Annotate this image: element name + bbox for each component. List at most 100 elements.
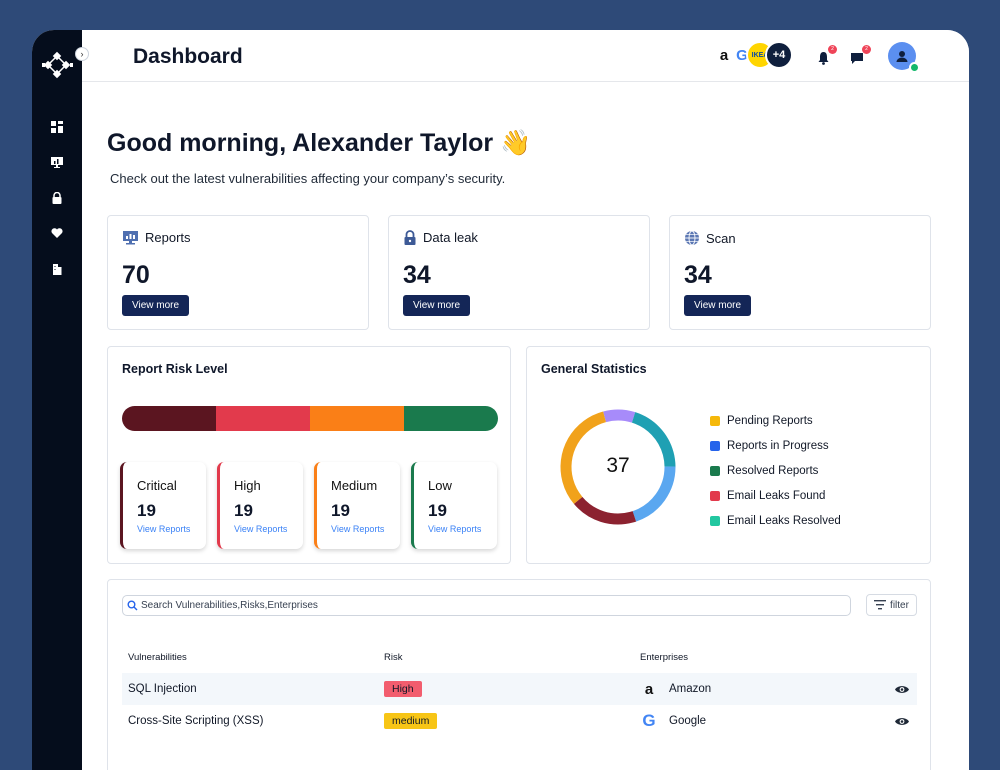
risk-badge: medium bbox=[384, 713, 438, 729]
risk-value: 19 bbox=[234, 501, 253, 520]
risk-card-critical: Critical 19 View Reports bbox=[120, 462, 206, 549]
risk-bar-segment bbox=[310, 406, 404, 431]
lock-icon bbox=[404, 230, 416, 245]
stat-card-reports: Reports 70 View more bbox=[107, 215, 369, 330]
risk-level-bar bbox=[122, 406, 498, 431]
bell-count-badge: 2 bbox=[828, 45, 837, 54]
donut-center-value: 37 bbox=[606, 454, 630, 477]
vulnerability-cell: Cross-Site Scripting (XSS) bbox=[128, 715, 264, 727]
monitor-chart-icon bbox=[123, 231, 138, 245]
risk-value: 19 bbox=[428, 501, 447, 520]
sidebar bbox=[32, 30, 82, 770]
collapse-sidebar-button[interactable]: › bbox=[75, 47, 89, 61]
enterprise-name: Amazon bbox=[669, 683, 712, 695]
legend-label: Resolved Reports bbox=[727, 464, 819, 477]
page-title: Dashboard bbox=[133, 45, 243, 68]
stat-value: 70 bbox=[122, 261, 150, 289]
chat-icon[interactable]: 2 bbox=[849, 45, 871, 66]
user-avatar[interactable] bbox=[888, 42, 920, 73]
chat-count-badge: 2 bbox=[862, 45, 871, 54]
vulnerabilities-table-panel: Search Vulnerabilities,Risks,Enterprises… bbox=[107, 579, 931, 770]
legend-label: Pending Reports bbox=[727, 414, 813, 427]
amazon-logo-icon: a bbox=[644, 680, 654, 698]
stat-value: 34 bbox=[403, 261, 431, 289]
table-row[interactable]: SQL Injection High a Amazon bbox=[122, 673, 917, 705]
eye-icon[interactable] bbox=[894, 705, 910, 737]
legend-item: Email Leaks Resolved bbox=[710, 509, 841, 534]
waving-hand-icon: 👋 bbox=[500, 129, 532, 157]
filter-label: filter bbox=[890, 599, 909, 611]
view-reports-link[interactable]: View Reports bbox=[234, 524, 288, 534]
lock-icon[interactable] bbox=[50, 191, 64, 205]
view-reports-link[interactable]: View Reports bbox=[331, 524, 385, 534]
view-more-button[interactable]: View more bbox=[122, 295, 190, 316]
legend-swatch bbox=[710, 516, 720, 527]
search-placeholder: Search Vulnerabilities,Risks,Enterprises bbox=[141, 600, 318, 611]
legend-swatch bbox=[710, 415, 720, 426]
column-header-enterprises[interactable]: Enterprises bbox=[640, 652, 689, 663]
app-logo bbox=[42, 51, 73, 79]
panel-title: General Statistics bbox=[541, 362, 647, 376]
dashboard-icon[interactable] bbox=[50, 120, 64, 134]
stat-label: Scan bbox=[706, 230, 736, 246]
legend-swatch bbox=[710, 440, 720, 451]
view-more-button[interactable]: View more bbox=[403, 295, 471, 316]
filter-icon bbox=[874, 600, 887, 610]
risk-value: 19 bbox=[331, 501, 350, 520]
view-more-button[interactable]: View more bbox=[684, 295, 752, 316]
risk-label: Critical bbox=[137, 478, 177, 493]
statistics-legend: Pending Reports Reports in Progress Resolv… bbox=[710, 408, 841, 534]
donut-segment bbox=[560, 409, 676, 525]
donut-segment bbox=[560, 409, 676, 525]
risk-card-low: Low 19 View Reports bbox=[411, 462, 497, 549]
app-window: › Dashboard a G IKEA +4 2 2 Good morning… bbox=[32, 30, 969, 770]
view-reports-link[interactable]: View Reports bbox=[137, 524, 191, 534]
reports-icon[interactable] bbox=[50, 155, 64, 169]
globe-icon bbox=[685, 230, 699, 246]
chevron-right-icon: › bbox=[80, 49, 84, 59]
legend-swatch bbox=[710, 465, 720, 476]
building-icon[interactable] bbox=[50, 262, 64, 276]
google-logo-icon: G bbox=[642, 711, 656, 730]
column-header-risk[interactable]: Risk bbox=[384, 652, 403, 663]
risk-label: Low bbox=[428, 478, 452, 493]
legend-item: Reports in Progress bbox=[710, 433, 841, 458]
risk-bar-segment bbox=[122, 406, 216, 431]
enterprise-name: Google bbox=[669, 715, 707, 727]
bell-icon[interactable]: 2 bbox=[815, 45, 837, 66]
greeting-subtitle: Check out the latest vulnerabilities aff… bbox=[110, 171, 506, 186]
general-statistics-panel: General Statistics 37 Pending Reports Rep… bbox=[526, 346, 931, 564]
risk-label: Medium bbox=[331, 478, 378, 493]
eye-icon[interactable] bbox=[894, 673, 910, 705]
enterprise-cell: a Amazon bbox=[640, 673, 711, 705]
topbar: Dashboard a G IKEA +4 2 2 bbox=[82, 30, 969, 82]
filter-button[interactable]: filter bbox=[866, 594, 917, 616]
more-enterprises-badge[interactable]: +4 bbox=[765, 41, 793, 69]
user-icon bbox=[896, 51, 908, 62]
greeting-title: Good morning, Alexander Taylor 👋 bbox=[107, 129, 532, 157]
risk-bar-segment bbox=[404, 406, 498, 431]
stat-label: Reports bbox=[145, 230, 191, 245]
stat-card-data-leak: Data leak 34 View more bbox=[388, 215, 650, 330]
table-row[interactable]: Cross-Site Scripting (XSS) medium G Google bbox=[122, 705, 917, 737]
report-risk-panel: Report Risk Level Critical 19 View Reports… bbox=[107, 346, 511, 564]
search-input[interactable]: Search Vulnerabilities,Risks,Enterprises bbox=[122, 595, 851, 616]
risk-value: 19 bbox=[137, 501, 156, 520]
view-reports-link[interactable]: View Reports bbox=[428, 524, 482, 534]
statistics-donut-chart bbox=[560, 409, 676, 525]
risk-card-medium: Medium 19 View Reports bbox=[314, 462, 400, 549]
risk-label: High bbox=[234, 478, 261, 493]
online-status-dot bbox=[909, 62, 920, 73]
column-header-vulnerabilities[interactable]: Vulnerabilities bbox=[128, 652, 187, 663]
legend-label: Email Leaks Found bbox=[727, 490, 826, 503]
heart-icon[interactable] bbox=[50, 226, 64, 240]
vulnerability-cell: SQL Injection bbox=[128, 683, 197, 695]
donut-segment bbox=[560, 409, 676, 525]
stat-card-scan: Scan 34 View more bbox=[669, 215, 931, 330]
stat-label: Data leak bbox=[423, 230, 478, 245]
legend-item: Pending Reports bbox=[710, 408, 841, 433]
legend-label: Email Leaks Resolved bbox=[727, 515, 841, 528]
legend-item: Email Leaks Found bbox=[710, 484, 841, 509]
enterprise-cell: G Google bbox=[640, 705, 706, 737]
search-icon bbox=[127, 600, 138, 611]
